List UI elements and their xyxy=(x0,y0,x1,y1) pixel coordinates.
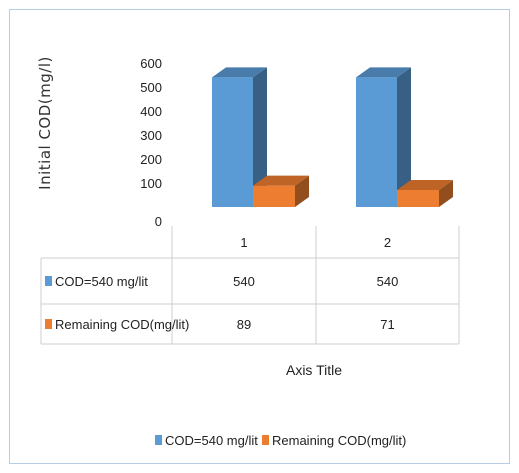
y-tick-label: 100 xyxy=(140,176,162,191)
table-legend-key xyxy=(45,276,52,286)
x-category-label: 2 xyxy=(384,235,391,250)
x-category-label: 1 xyxy=(240,235,247,250)
bar-front xyxy=(356,77,397,208)
x-axis-title: Axis Title xyxy=(286,362,342,378)
table-series-label: COD=540 mg/lit xyxy=(55,274,148,289)
bar-side xyxy=(439,179,453,207)
table-cell: 71 xyxy=(380,317,394,332)
y-tick-label: 400 xyxy=(140,104,162,119)
y-tick-label: 200 xyxy=(140,152,162,167)
legend-label: COD=540 mg/lit xyxy=(165,433,258,448)
table-series-label: Remaining COD(mg/lit) xyxy=(55,317,189,332)
bar-front xyxy=(253,185,295,207)
table-cell: 540 xyxy=(377,274,399,289)
legend-key xyxy=(155,435,162,445)
y-tick-label: 500 xyxy=(140,80,162,95)
bar-top xyxy=(397,179,453,190)
y-tick-label: 0 xyxy=(155,214,162,229)
y-axis-label: Initial COD(mg/l) xyxy=(36,56,54,190)
bar-front xyxy=(212,77,253,208)
bar-front xyxy=(397,189,439,207)
bar-top xyxy=(356,67,411,78)
table-legend-key xyxy=(45,319,52,329)
legend-label: Remaining COD(mg/lit) xyxy=(272,433,406,448)
legend-key xyxy=(262,435,269,445)
bar-side xyxy=(397,67,411,208)
bar-side xyxy=(253,67,267,208)
bar-top xyxy=(253,175,309,186)
bar-side xyxy=(295,175,309,207)
table-cell: 540 xyxy=(233,274,255,289)
table-cell: 89 xyxy=(237,317,251,332)
y-tick-label: 300 xyxy=(140,128,162,143)
y-tick-label: 600 xyxy=(140,56,162,71)
bar-top xyxy=(212,67,267,78)
